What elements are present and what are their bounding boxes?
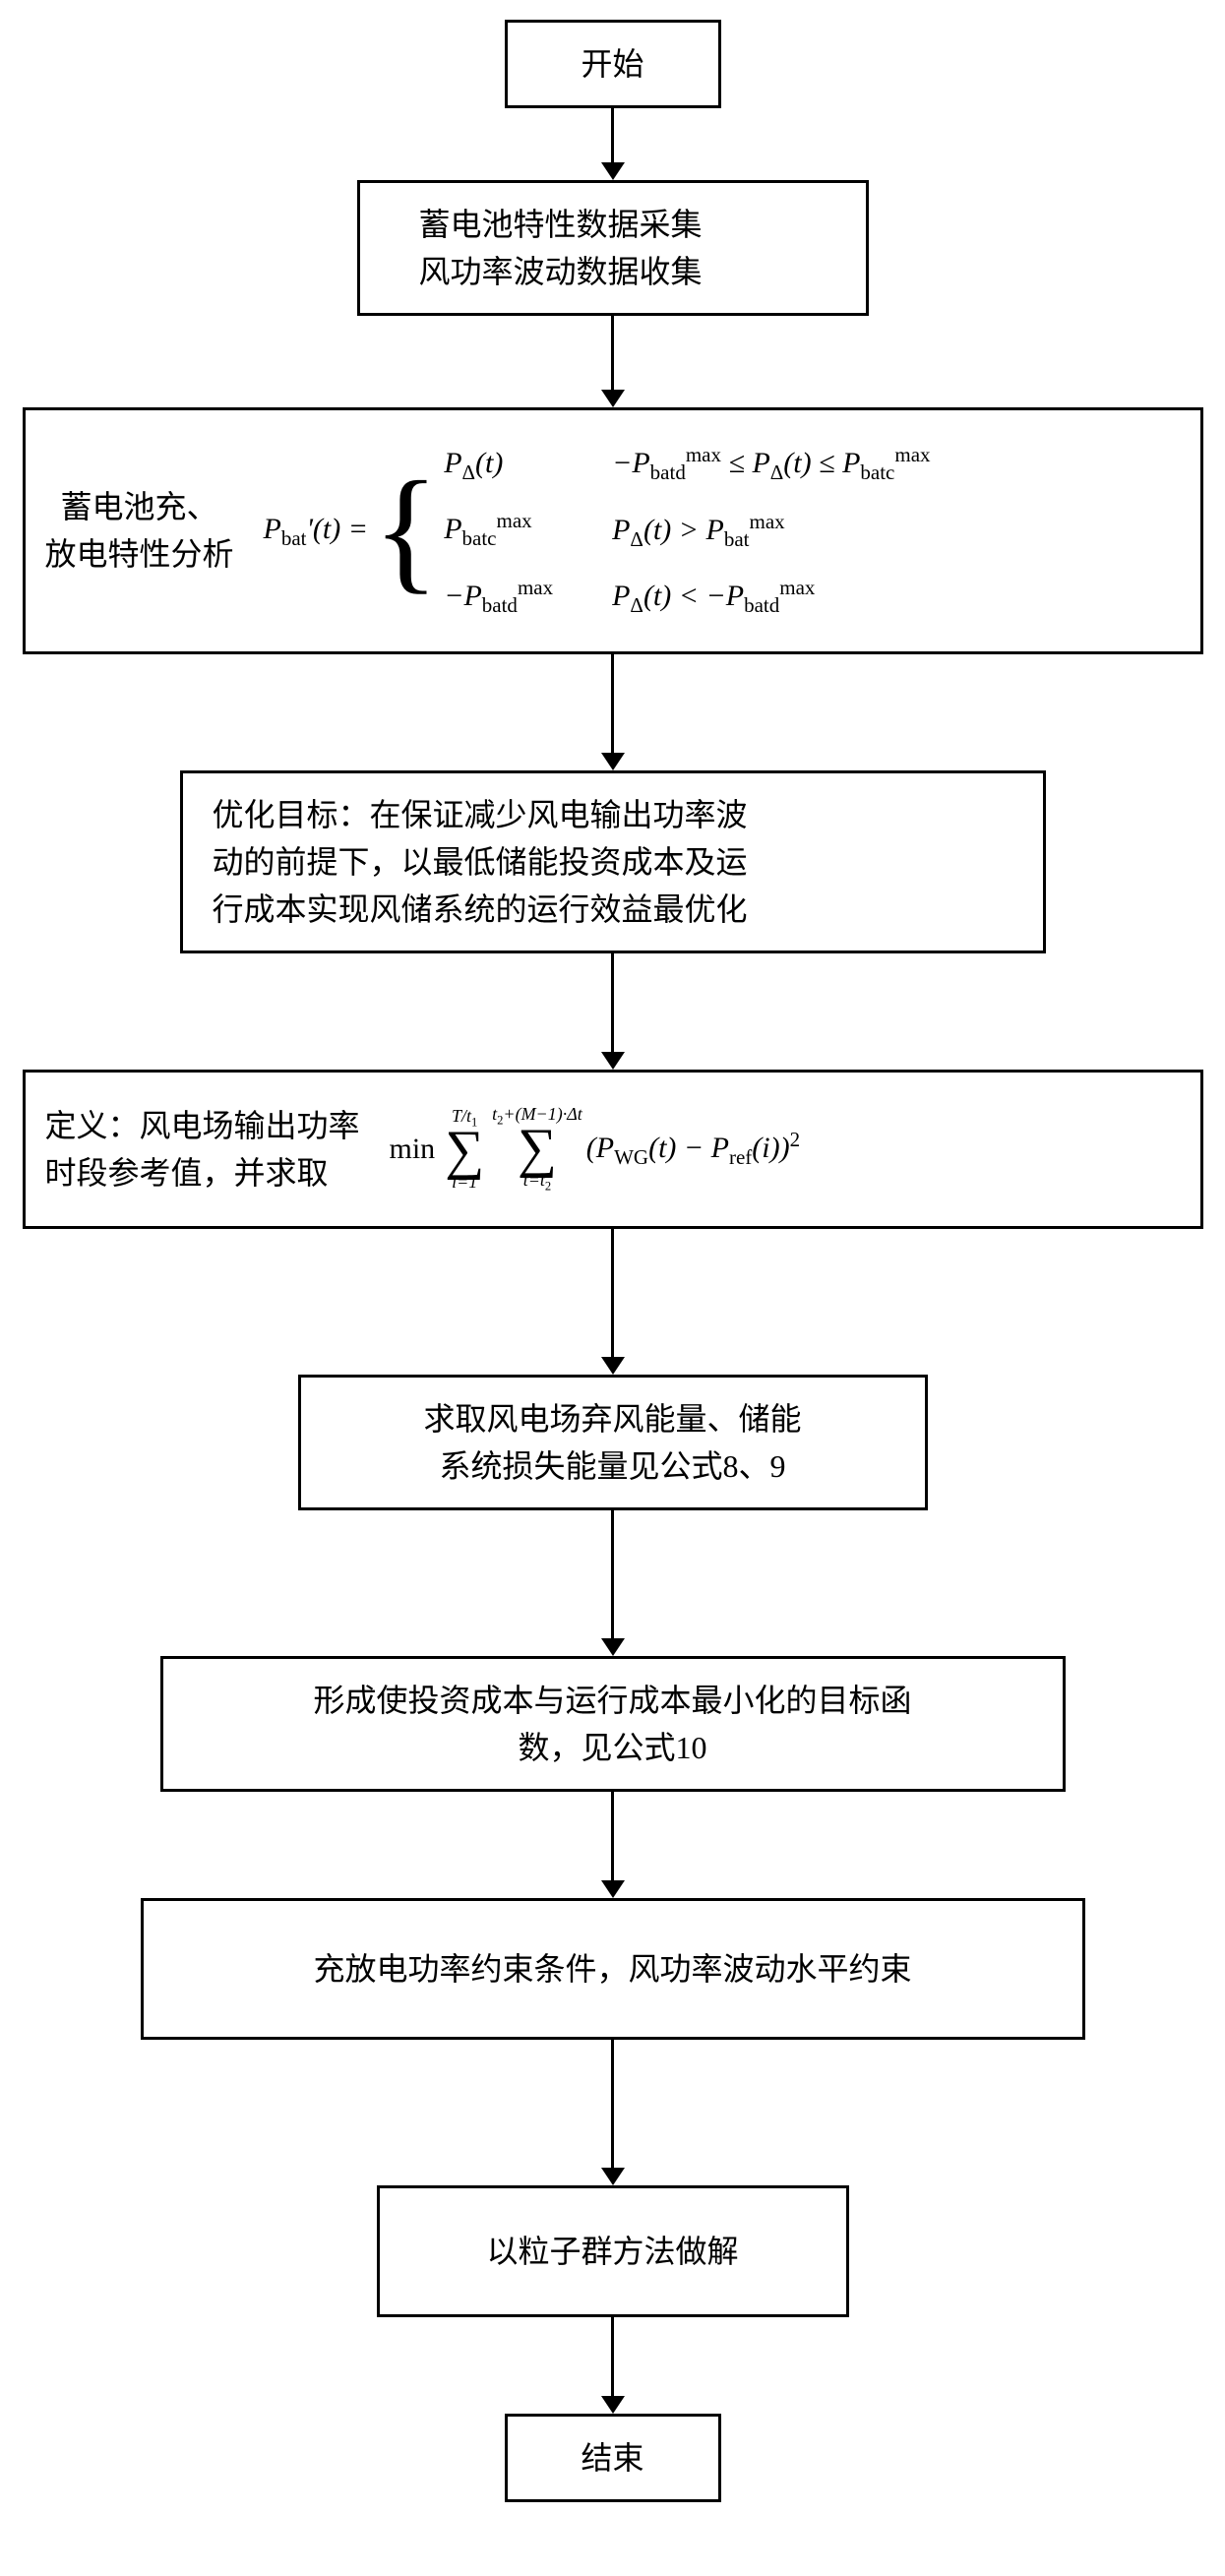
collect-line-2: 风功率波动数据收集 xyxy=(419,248,836,295)
define-label: 定义：风电场输出功率 时段参考值，并求取 xyxy=(45,1102,360,1196)
node-analysis: 蓄电池充、 放电特性分析 Pbat'(t) = { PΔ(t) Pbatcmax… xyxy=(23,407,1203,654)
analysis-formula: Pbat'(t) = { PΔ(t) Pbatcmax −Pbatdmax −P… xyxy=(264,440,1181,622)
def-line-1: 定义：风电场输出功率 xyxy=(45,1102,360,1149)
arrow-head-icon xyxy=(601,1880,625,1898)
define-formula: min T/t1 ∑ i=1 t2+(M−1)·Δt ∑ t=t2 (PWG(t… xyxy=(390,1105,801,1193)
arrow-head-icon xyxy=(601,1052,625,1070)
node-start: 开始 xyxy=(505,20,721,108)
arrow-5 xyxy=(601,1229,625,1375)
arrow-7 xyxy=(601,1792,625,1898)
arrow-head-icon xyxy=(601,1357,625,1375)
pw-c2: PΔ(t) > Pbatmax xyxy=(612,507,930,556)
pw-v1: PΔ(t) xyxy=(444,441,553,489)
min-label: min xyxy=(390,1127,436,1171)
analysis-label: 蓄电池充、 放电特性分析 xyxy=(45,483,234,578)
node-define: 定义：风电场输出功率 时段参考值，并求取 min T/t1 ∑ i=1 t2+(… xyxy=(23,1070,1203,1229)
pw-v3: −Pbatdmax xyxy=(444,573,553,622)
inner-sigma: t2+(M−1)·Δt ∑ t=t2 xyxy=(492,1105,582,1193)
arrow-1 xyxy=(601,108,625,180)
arrow-2 xyxy=(601,316,625,407)
arrow-head-icon xyxy=(601,2396,625,2414)
arrow-3 xyxy=(601,654,625,770)
constraint-label: 充放电功率约束条件，风功率波动水平约束 xyxy=(313,1951,911,1987)
node-objective: 优化目标：在保证减少风电输出功率波 动的前提下，以最低储能投资成本及运 行成本实… xyxy=(180,770,1046,953)
node-collect: 蓄电池特性数据采集 风功率波动数据收集 xyxy=(357,180,869,316)
formula-lhs: Pbat'(t) = xyxy=(264,507,368,555)
energy-line-2: 系统损失能量见公式8、9 xyxy=(331,1442,895,1490)
start-label: 开始 xyxy=(581,46,643,82)
sigma-icon: ∑ xyxy=(445,1129,484,1173)
piecewise-values: PΔ(t) Pbatcmax −Pbatdmax xyxy=(444,441,553,622)
pw-c3: PΔ(t) < −Pbatdmax xyxy=(612,573,930,622)
collect-line-1: 蓄电池特性数据采集 xyxy=(419,201,836,248)
end-label: 结束 xyxy=(581,2440,643,2476)
sigma-icon: ∑ xyxy=(518,1127,557,1171)
node-energy: 求取风电场弃风能量、储能 系统损失能量见公式8、9 xyxy=(298,1375,928,1510)
arrow-8 xyxy=(601,2040,625,2185)
analysis-line-1: 蓄电池充、 xyxy=(45,483,234,530)
arrow-head-icon xyxy=(601,1638,625,1656)
left-brace-icon: { xyxy=(373,482,439,579)
outer-sigma: T/t1 ∑ i=1 xyxy=(445,1107,484,1191)
piecewise-conditions: −Pbatdmax ≤ PΔ(t) ≤ Pbatcmax PΔ(t) > Pba… xyxy=(612,440,930,622)
node-cost: 形成使投资成本与运行成本最小化的目标函 数，见公式10 xyxy=(160,1656,1066,1792)
arrow-head-icon xyxy=(601,390,625,407)
obj-line-2: 动的前提下，以最低储能投资成本及运 xyxy=(213,838,1013,886)
arrow-head-icon xyxy=(601,2168,625,2185)
node-end: 结束 xyxy=(505,2414,721,2502)
arrow-9 xyxy=(601,2317,625,2414)
sum-body: (PWG(t) − Pref(i))2 xyxy=(586,1125,800,1174)
flowchart-container: 开始 蓄电池特性数据采集 风功率波动数据收集 蓄电池充、 放电特性分析 Pbat… xyxy=(23,20,1203,2502)
cost-line-2: 数，见公式10 xyxy=(193,1724,1033,1771)
node-constraint: 充放电功率约束条件，风功率波动水平约束 xyxy=(141,1898,1085,2040)
obj-line-1: 优化目标：在保证减少风电输出功率波 xyxy=(213,791,1013,838)
node-solve: 以粒子群方法做解 xyxy=(377,2185,849,2317)
solve-label: 以粒子群方法做解 xyxy=(486,2234,738,2269)
pw-c1: −Pbatdmax ≤ PΔ(t) ≤ Pbatcmax xyxy=(612,440,930,489)
arrow-head-icon xyxy=(601,753,625,770)
inner-lower: t=t2 xyxy=(523,1171,551,1193)
energy-line-1: 求取风电场弃风能量、储能 xyxy=(331,1395,895,1442)
outer-lower: i=1 xyxy=(452,1173,477,1191)
arrow-6 xyxy=(601,1510,625,1656)
arrow-head-icon xyxy=(601,162,625,180)
arrow-4 xyxy=(601,953,625,1070)
def-line-2: 时段参考值，并求取 xyxy=(45,1149,360,1196)
pw-v2: Pbatcmax xyxy=(444,506,553,555)
obj-line-3: 行成本实现风储系统的运行效益最优化 xyxy=(213,886,1013,933)
cost-line-1: 形成使投资成本与运行成本最小化的目标函 xyxy=(193,1677,1033,1724)
analysis-line-2: 放电特性分析 xyxy=(45,530,234,578)
piecewise-block: { PΔ(t) Pbatcmax −Pbatdmax −Pbatdmax ≤ P… xyxy=(368,440,931,622)
